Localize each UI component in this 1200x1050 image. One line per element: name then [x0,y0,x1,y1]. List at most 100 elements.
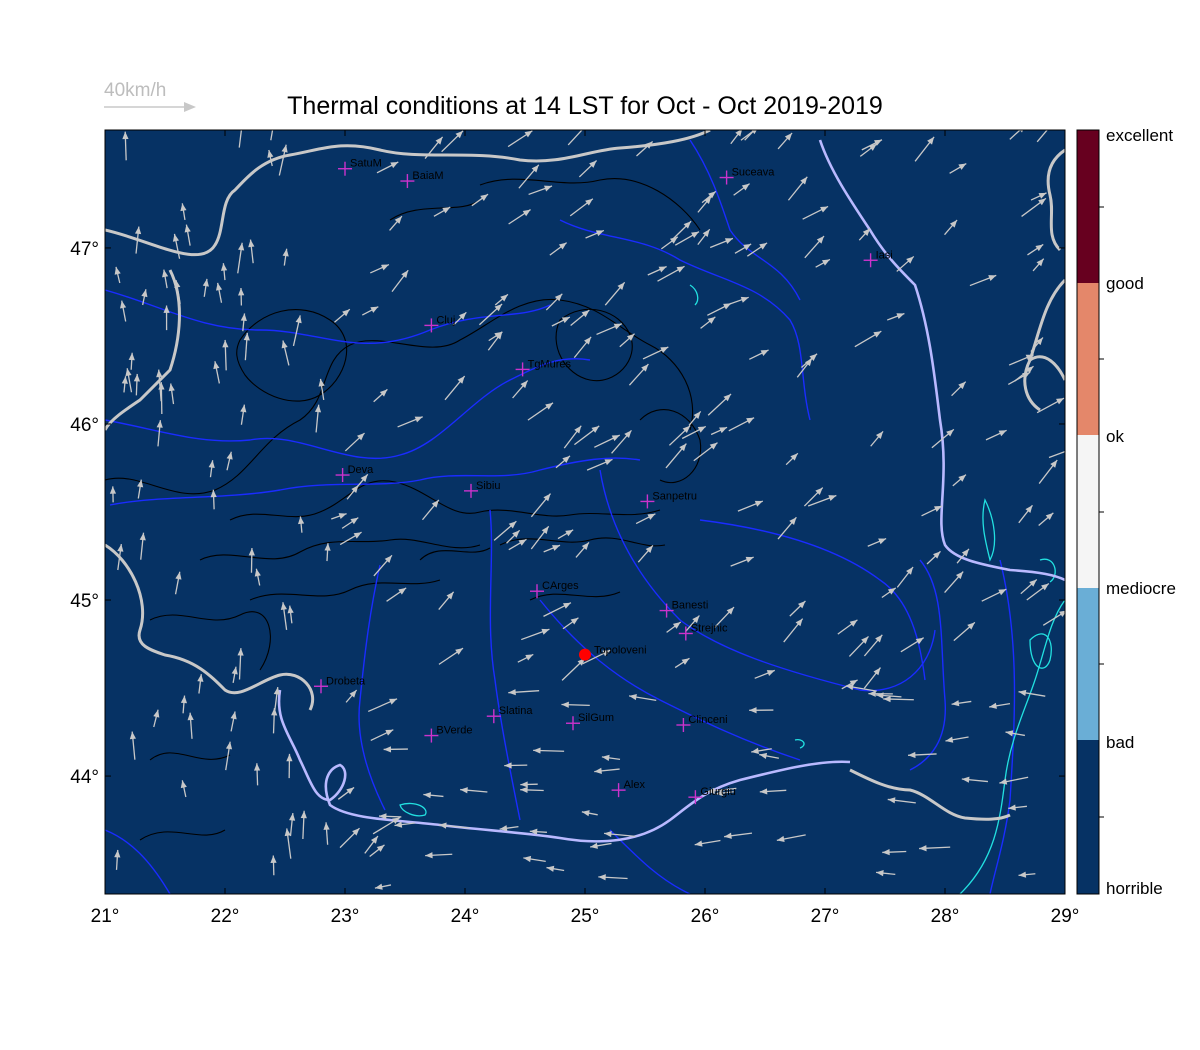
wind-arrow [914,136,935,162]
wind-arrow [604,281,626,306]
wind-arrow [361,306,379,316]
wind-arrow [581,810,598,817]
station-label: Iasi [876,249,893,261]
station: Slatina [486,705,533,724]
wind-arrow [681,425,707,440]
wind-arrow [248,239,255,264]
wind-arrow [665,443,687,469]
station: Cluj [424,314,455,333]
wind-arrow [208,460,215,478]
wind-arrow [230,711,237,732]
station-label: Drobeta [326,675,366,687]
wind-arrow [374,883,392,890]
wind-arrow [896,566,914,588]
wind-arrow [238,288,245,306]
wind-arrow [370,729,394,741]
wind-arrow [156,369,163,402]
wind-arrow [373,388,388,403]
wind-arrow [184,224,191,246]
wind-arrow [674,657,690,669]
wind-arrow [254,568,261,586]
wind-arrow [688,410,702,426]
wind-arrow [423,792,444,799]
wind-arrow [854,330,882,348]
wind-arrow [543,602,572,617]
station: Clinceni [676,714,728,733]
wind-arrow [168,383,175,405]
wind-arrow [598,874,628,881]
lakes-and-coast [399,284,1065,894]
wind-arrow [561,701,590,708]
colorbar-label-ok: ok [1106,427,1124,446]
wind-arrow [759,752,779,759]
station-label: Suceava [732,167,776,179]
station: SatuM [338,158,382,176]
wind-arrow [488,331,503,342]
wind-arrow [297,516,305,533]
wind-arrow [114,266,121,284]
wind-arrow [647,265,667,276]
wind-arrow [604,830,636,838]
wind-arrow [562,617,579,630]
wind-arrow [549,242,568,256]
wind-arrow [289,812,296,837]
wind-arrow [438,591,455,610]
station: Banesti [659,600,708,618]
lat-tick-label: 46° [70,415,99,436]
wind-arrow [1042,610,1065,626]
longitude-axis: 21° 22° 23° 24° 25° 26° 27° 28° 29° [91,130,1080,927]
wind-arrow [528,185,553,196]
wind-arrow [944,571,964,593]
wind-arrow [504,762,528,769]
colorbar-label-mediocre: mediocre [1106,579,1176,598]
wind-arrow [438,647,464,665]
station: BaiaM [400,170,444,189]
wind-arrow [344,432,365,452]
wind-arrow [1009,130,1024,140]
colorbar-ok [1077,435,1099,588]
station: Suceava [719,167,776,185]
latitude-axis: 44° 45° 46° 47° [70,239,1065,788]
wind-arrow [985,429,1007,441]
wind-arrow [520,781,538,788]
wind-arrow [931,428,955,449]
wind-arrow [921,505,943,517]
wind-arrow [270,130,274,141]
wind-arrow [452,311,467,326]
station-label: SilGum [578,712,614,724]
country-borders [105,130,1065,821]
wind-arrow [570,309,590,326]
wind-arrow [508,689,540,696]
wind-arrow [339,531,362,546]
wind-arrow [1018,689,1046,697]
wind-arrow [287,605,294,624]
wind-arrow [529,828,548,835]
wind-arrow [726,296,749,306]
station-label: BVerde [436,725,472,737]
wind-arrow [951,700,972,707]
wind-arrow [180,203,187,221]
wind-arrow [499,825,519,832]
wind-arrow [594,767,620,774]
wind-arrow [870,430,884,447]
station: Alex [611,779,646,798]
station-label: Alex [624,779,646,791]
wind-arrow [286,753,293,779]
wind-arrow [215,282,223,303]
lat-tick-label: 44° [70,767,99,788]
lon-tick-label: 21° [91,906,120,927]
wind-arrow [222,339,229,371]
wind-arrow [369,844,385,858]
wind-arrow [707,787,737,794]
highlight-site-label: Topoloveni [594,645,647,657]
wind-arrow [674,231,700,246]
wind-arrow [1038,512,1054,526]
wind-arrow [841,679,858,690]
lon-tick-label: 29° [1051,906,1080,927]
wind-arrow [724,832,753,839]
colorbar-label-excellent: excellent [1106,126,1174,145]
wind-arrow [886,312,905,321]
station-label: Sanpetru [652,490,697,502]
wind-arrow [1020,578,1038,595]
